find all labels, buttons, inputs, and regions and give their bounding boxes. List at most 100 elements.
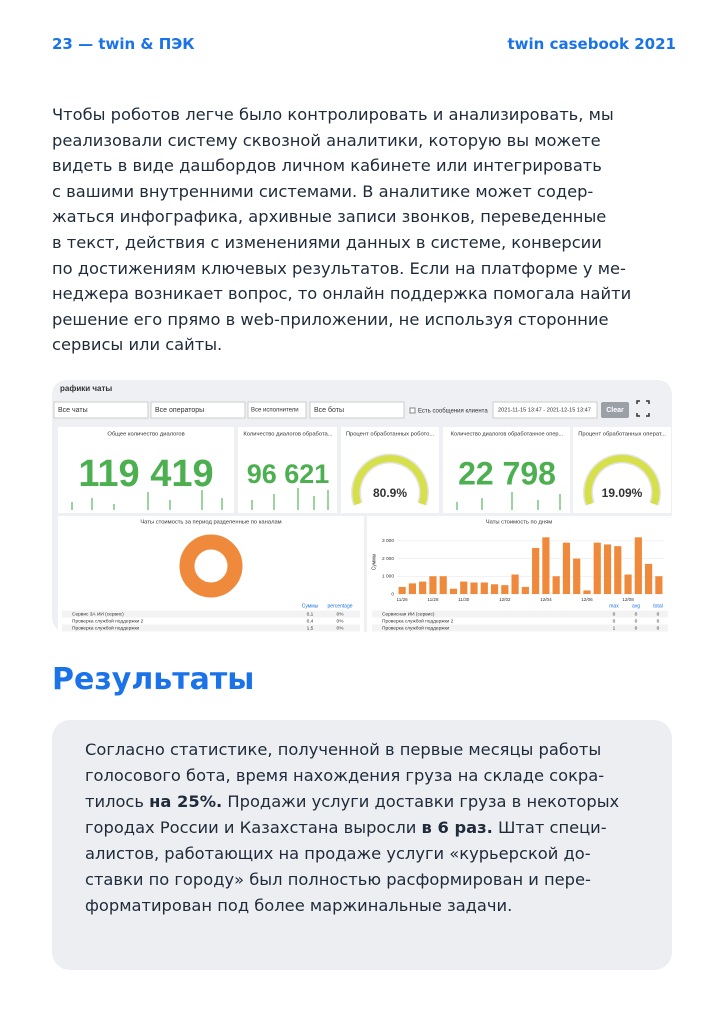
card-value: 22 798 [458,455,556,491]
y-tick-label: 1 000 [382,574,394,580]
bar [439,576,447,594]
gauge-arc [352,455,428,506]
x-tick-label: 12/06 [581,597,593,602]
table-cell: Сервисная ИИ (сервис) [382,611,435,617]
text-line: в текст, действия с изменениями данных в… [52,232,602,252]
table-header: total [653,603,662,609]
bar [429,576,437,594]
bar [470,582,478,594]
table-cell: Проверка службой поддержки 2 [382,617,454,624]
table-cell: 0 [613,611,616,617]
table-cell: 0 [635,618,638,624]
x-tick-label: 11/26 [397,597,409,602]
table-cell: 0% [337,625,345,631]
table-cell: Проверка службой поддержки 2 [72,617,144,624]
text-span: Согласно статистике, полученной в первые… [85,740,602,759]
gauge-value: 80.9% [373,486,407,500]
text-line: жаться инфографика, архивные записи звон… [52,207,607,227]
table-row-bg [372,617,668,625]
bar [593,542,601,594]
bar [449,588,458,594]
table-cell: Сервис 3А ИИ (сервис) [72,611,124,617]
bar [408,583,416,594]
date-range: 2021-11-15 13:47 - 2021-12-15 13:47 [498,407,591,413]
results-text: Согласно статистике, полученной в первые… [85,737,619,919]
card-title: Количество диалогов обработа... [243,432,333,438]
filter-label: Все операторы [155,407,204,414]
expand-icon [636,400,650,417]
x-tick-label: 11/30 [458,597,470,602]
table-cell: 1 [613,625,616,631]
table-cell: Проверка службой поддержки [382,624,450,631]
filter-box [150,401,246,419]
gauge-arc [584,455,660,506]
text-line: тилось на 25%. Продажи услуги доставки г… [85,789,619,815]
bar [614,546,622,594]
card [58,427,234,513]
text-line: решение его прямо в web-приложении, не и… [52,309,609,329]
table-cell: 0% [337,618,345,624]
bar [398,586,406,594]
checkbox [409,407,416,414]
bar [655,576,663,594]
text-line: Согласно статистике, полученной в первые… [85,737,619,763]
text-line: реализовали систему сквозной аналитики, … [52,130,601,150]
table-cell: 0 [635,611,638,617]
card-title: Общее количество диалогов [107,432,184,438]
card-value: 119 419 [78,453,213,495]
table-cell: 0 [657,618,660,624]
text-span: городах России и Казахстана выросли [85,818,422,837]
card-title: Количество диалогов обработанное опер... [451,431,564,437]
sparkline [71,488,561,510]
x-tick-label: 12/02 [499,597,511,602]
bar [460,581,468,594]
gauge-title: Процент обработанных операт... [578,432,666,438]
bar [552,576,560,594]
table-cell: 0,1 [307,611,314,617]
card [443,427,570,513]
text-line: форматирован под более маржинальные зада… [85,893,619,919]
x-tick-label: 12/04 [540,597,552,602]
filter-label: Все исполнители [251,408,299,414]
text-span: ставки по городу» был полностью расформи… [85,870,591,889]
card [238,427,337,513]
bold-text: на 25%. [149,792,223,811]
panel-title: Чаты стоимость за период разделенные по … [140,520,281,526]
bar [511,574,519,594]
intro-text: Чтобы роботов легче было контролировать … [52,102,631,358]
y-tick-label: 2 000 [382,556,394,562]
table-header: max [609,603,619,609]
bold-text: в 6 раз. [421,818,493,837]
table-cell: 0 [613,618,616,624]
clear-button [601,402,629,418]
filter-box [309,401,405,419]
text-line: видеть в виде дашбордов личном кабинете … [52,156,602,176]
card-value: 96 621 [247,459,330,489]
y-tick-label: 3 000 [382,538,394,544]
bar [419,581,427,594]
gauge-value: 19.09% [602,486,643,500]
header-right: twin casebook 2021 [507,35,676,53]
bar [573,558,581,594]
bar [542,537,550,594]
table-header: Суммы [302,603,319,609]
text-line: алистов, работающих на продаже услуги «к… [85,841,619,867]
text-span: тилось [85,792,150,811]
table-cell: 0 [635,625,638,631]
text-span: Штат специ- [492,818,607,837]
table-row-bg [62,610,360,618]
table-row-bg [372,610,668,618]
text-line: с вашими внутренними системами. В аналит… [52,181,594,201]
bar [634,537,642,594]
text-line: ставки по городу» был полностью расформи… [85,867,619,893]
y-axis-label: Суммы [371,553,377,570]
table-row-bg [62,617,360,625]
text-line: Чтобы роботов легче было контролировать … [52,105,614,124]
checkbox-label: Есть сообщения клиента [418,409,488,415]
y-tick-label: 0 [391,591,394,597]
bar [480,582,488,594]
bar [532,547,540,594]
table-cell: 0 [657,625,660,631]
header-left: 23 — twin & ПЭК [52,35,195,53]
